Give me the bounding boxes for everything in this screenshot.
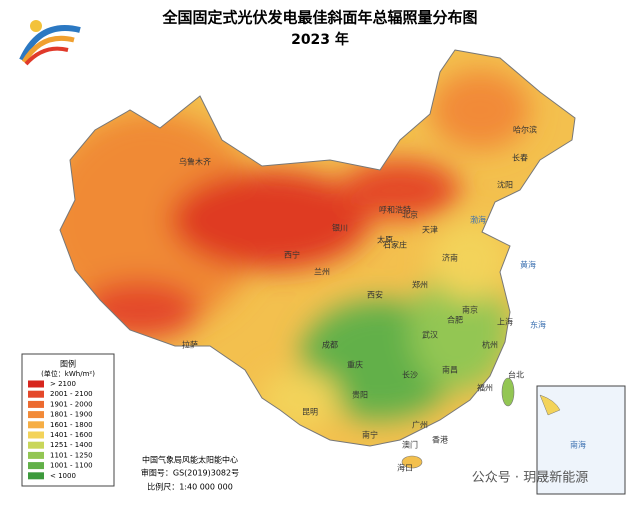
title: 全国固定式光伏发电最佳斜面年总辐照量分布图	[161, 9, 477, 27]
city-label: 郑州	[412, 280, 428, 290]
city-label: 拉萨	[182, 340, 198, 350]
city-label: 石家庄	[383, 240, 407, 250]
legend: 图例 (单位：kWh/m²) > 2100 2001 - 2100 1901 - 2…	[21, 353, 115, 487]
legend-label: 1901 - 2000	[50, 400, 93, 408]
city-label: 昆明	[302, 408, 318, 417]
legend-title: 图例	[60, 359, 76, 369]
city-label: 济南	[442, 253, 458, 263]
legend-label: > 2100	[50, 380, 76, 388]
city-label: 太原	[377, 235, 393, 245]
legend-label: 1601 - 1800	[50, 421, 93, 429]
sea-label: 渤海	[470, 215, 486, 225]
city-label: 长春	[512, 153, 528, 163]
legend-swatch	[28, 462, 44, 470]
legend-swatch	[28, 441, 44, 449]
city-label: 澳门	[402, 440, 418, 450]
legend-label: 1001 - 1100	[50, 462, 93, 470]
city-label: 乌鲁木齐	[179, 157, 211, 167]
subtitle: 2023 年	[291, 31, 349, 48]
legend-swatch	[28, 472, 44, 480]
approval: 审图号：GS(2019)3082号	[141, 468, 239, 478]
legend-label: < 1000	[50, 472, 76, 480]
legend-swatch	[28, 431, 44, 439]
legend-unit: (单位：kWh/m²)	[41, 369, 95, 378]
city-label: 贵阳	[352, 390, 368, 400]
city-label: 呼和浩特	[379, 205, 411, 215]
city-label: 福州	[477, 384, 493, 393]
legend-label: 1101 - 1250	[50, 451, 93, 459]
city-label: 哈尔滨	[513, 125, 537, 135]
city-label: 沈阳	[497, 180, 513, 190]
city-label: 合肥	[447, 315, 463, 325]
legend-label: 1251 - 1400	[50, 441, 93, 449]
legend-items: > 2100 2001 - 2100 1901 - 2000 1801 - 1900 1…	[28, 380, 93, 480]
legend-swatch	[28, 380, 44, 388]
legend-swatch	[28, 411, 44, 419]
city-label: 南京	[462, 305, 478, 315]
city-label: 南昌	[442, 365, 458, 375]
city-label: 西宁	[284, 250, 300, 260]
legend-label: 2001 - 2100	[50, 390, 93, 398]
taiwan	[501, 377, 515, 407]
legend-label: 1801 - 1900	[50, 411, 93, 419]
city-label: 南宁	[362, 430, 378, 440]
watermark: 公众号 · 玥晟新能源	[472, 470, 588, 486]
legend-swatch	[28, 390, 44, 398]
logo	[19, 20, 81, 66]
city-label: 上海	[497, 317, 513, 327]
sea-label: 黄海	[520, 260, 536, 270]
city-label: 兰州	[314, 267, 330, 277]
city-label: 广州	[412, 420, 428, 430]
inset-map: 南海	[536, 385, 626, 495]
city-label: 武汉	[422, 330, 438, 340]
legend-swatch	[28, 421, 44, 429]
city-label: 长沙	[402, 370, 418, 380]
city-label: 台北	[508, 370, 524, 380]
scale: 比例尺：1:40 000 000	[147, 482, 233, 492]
city-label: 天津	[422, 225, 438, 235]
city-label: 海口	[397, 463, 413, 473]
legend-swatch	[28, 451, 44, 459]
city-label: 成都	[322, 340, 338, 350]
city-label: 香港	[432, 435, 448, 445]
inset-sea: 南海	[570, 440, 586, 450]
city-label: 杭州	[482, 340, 498, 350]
legend-label: 1401 - 1600	[50, 431, 93, 439]
city-label: 银川	[332, 223, 348, 233]
legend-swatch	[28, 400, 44, 408]
agency: 中国气象局风能太阳能中心	[142, 455, 238, 465]
city-label: 重庆	[347, 360, 363, 370]
city-label: 西安	[367, 290, 383, 300]
city-label: 北京	[402, 210, 418, 220]
sea-label: 东海	[530, 320, 546, 330]
border	[59, 49, 576, 447]
hainan	[401, 455, 423, 469]
